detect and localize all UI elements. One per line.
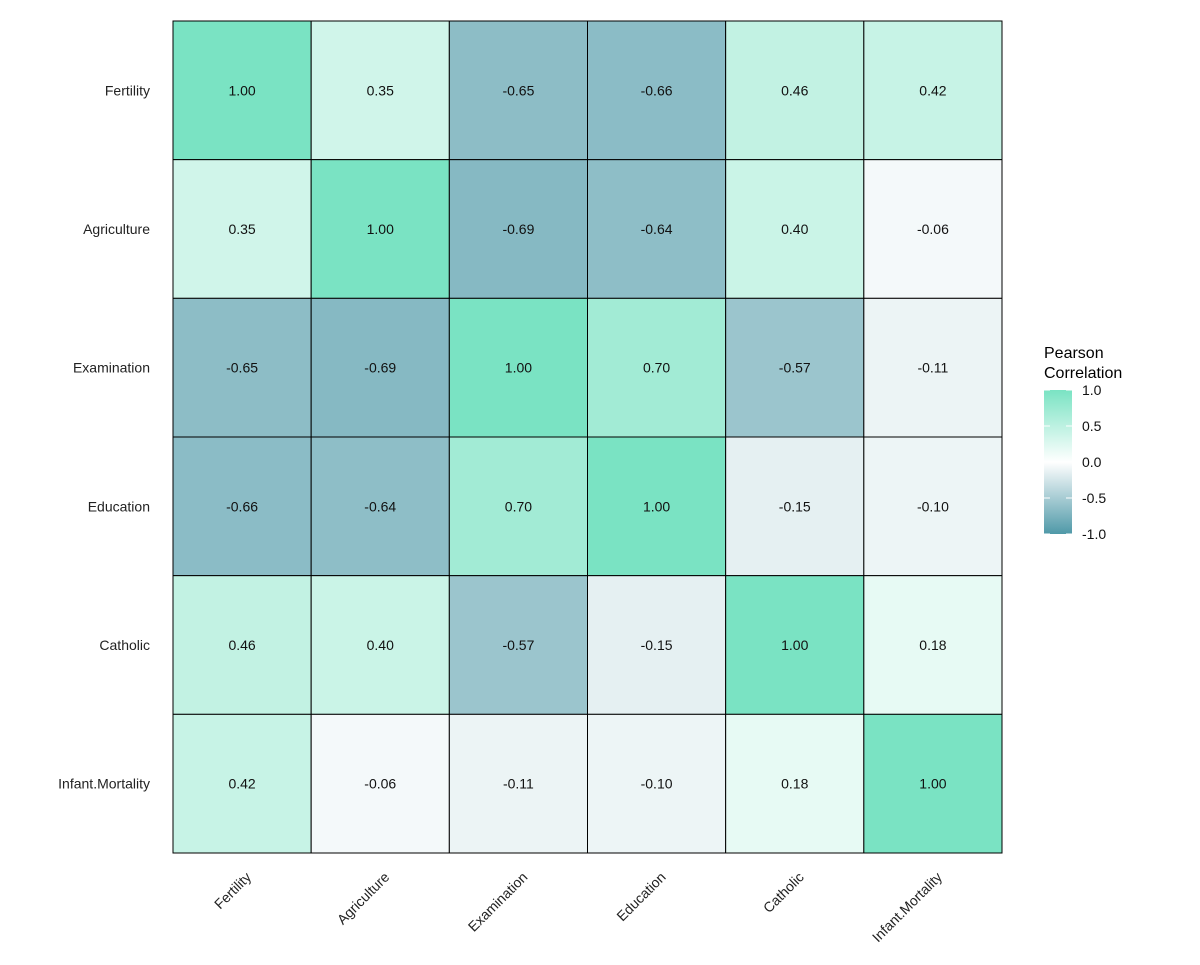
legend-tick-label: 0.0 <box>1082 454 1102 470</box>
x-tick-label: Catholic <box>760 869 807 916</box>
cell-value-label: -0.69 <box>364 360 396 376</box>
cell-value-label: 1.00 <box>643 498 670 514</box>
cell-value-label: 0.35 <box>367 82 394 98</box>
cell-value-label: -0.66 <box>641 82 673 98</box>
cell-value-label: 1.00 <box>781 637 808 653</box>
cell-value-label: 0.40 <box>367 637 394 653</box>
cell-value-label: 0.46 <box>781 82 808 98</box>
cell-value-label: -0.11 <box>917 360 948 376</box>
cell-value-label: -0.15 <box>779 498 811 514</box>
cell-value-label: 0.42 <box>228 776 255 792</box>
legend-tick-label: 0.5 <box>1082 418 1102 434</box>
heatmap-cell-Catholic-Examination <box>448 575 589 715</box>
cell-value-label: -0.64 <box>364 498 396 514</box>
heatmap-cell-Fertility-Examination <box>448 20 589 161</box>
y-tick-label: Education <box>88 498 150 514</box>
heatmap-cell-Infant.Mortality-Catholic <box>725 713 865 854</box>
cell-value-label: 0.18 <box>919 637 946 653</box>
x-tick-label: Infant.Mortality <box>869 869 945 945</box>
cell-value-label: -0.11 <box>503 776 534 792</box>
heatmap-cell-Agriculture-Infant.Mortality <box>863 159 1003 299</box>
cell-value-label: -0.64 <box>641 221 673 237</box>
cell-value-label: -0.15 <box>641 637 673 653</box>
legend-tick-label: -1.0 <box>1082 526 1106 542</box>
cell-value-label: 0.35 <box>228 221 255 237</box>
heatmap-cell-Agriculture-Education <box>587 159 727 299</box>
y-tick-label: Examination <box>73 360 150 376</box>
x-tick-label: Examination <box>465 869 531 935</box>
x-tick-label: Fertility <box>211 869 254 912</box>
heatmap-cell-Examination-Examination <box>448 297 589 438</box>
y-tick-label: Fertility <box>105 82 150 98</box>
heatmap-cell-Examination-Agriculture <box>310 297 450 438</box>
cell-value-label: 0.70 <box>505 498 532 514</box>
legend-tick-label: -0.5 <box>1082 490 1106 506</box>
heatmap-cell-Catholic-Catholic <box>725 575 865 715</box>
cell-value-label: -0.06 <box>364 776 396 792</box>
heatmap-cell-Fertility-Catholic <box>725 20 865 161</box>
cell-value-label: 0.40 <box>781 221 808 237</box>
heatmap-cell-Education-Catholic <box>725 436 865 577</box>
heatmap-cell-Infant.Mortality-Fertility <box>172 713 312 854</box>
heatmap-cell-Examination-Fertility <box>172 297 312 438</box>
cell-value-label: 0.46 <box>228 637 255 653</box>
heatmap-cell-Education-Examination <box>448 436 589 577</box>
legend: Pearson Correlation 1.0 0.5 0.0 -0.5 -1.0 <box>1044 345 1122 542</box>
heatmap-cell-Education-Infant.Mortality <box>863 436 1003 577</box>
heatmap-cell-Examination-Education <box>587 297 727 438</box>
cell-value-label: 1.00 <box>367 221 394 237</box>
heatmap-cell-Agriculture-Agriculture <box>310 159 450 299</box>
cell-value-label: -0.57 <box>779 360 811 376</box>
heatmap-cell-Education-Agriculture <box>310 436 450 577</box>
heatmap-cell-Catholic-Infant.Mortality <box>863 575 1003 715</box>
x-tick-label: Agriculture <box>334 869 393 928</box>
cell-value-label: -0.57 <box>502 637 534 653</box>
heatmap-cell-Examination-Catholic <box>725 297 865 438</box>
cell-value-label: 0.42 <box>919 82 946 98</box>
heatmap-cell-Fertility-Education <box>587 20 727 161</box>
cell-value-label: -0.10 <box>917 498 949 514</box>
cell-value-label: 1.00 <box>505 360 532 376</box>
cell-value-label: 1.00 <box>919 776 946 792</box>
legend-title-line-2: Correlation <box>1044 365 1122 382</box>
heatmap-cell-Infant.Mortality-Infant.Mortality <box>863 713 1003 854</box>
cell-value-label: 1.00 <box>228 82 255 98</box>
cell-value-label: -0.65 <box>226 360 258 376</box>
cell-value-label: -0.06 <box>917 221 949 237</box>
y-tick-label: Catholic <box>99 637 150 653</box>
cell-value-label: -0.69 <box>502 221 534 237</box>
legend-title-line-1: Pearson <box>1044 345 1104 362</box>
cell-value-label: 0.18 <box>781 776 808 792</box>
y-tick-label: Infant.Mortality <box>58 776 150 792</box>
cell-value-label: -0.65 <box>502 82 534 98</box>
y-tick-label: Agriculture <box>83 221 150 237</box>
heatmap-cell-Catholic-Education <box>587 575 727 715</box>
cell-value-label: -0.66 <box>226 498 258 514</box>
heatmap-cell-Fertility-Infant.Mortality <box>863 20 1003 161</box>
heatmap-cell-Catholic-Fertility <box>172 575 312 715</box>
legend-tick-label: 1.0 <box>1082 382 1102 398</box>
x-tick-label: Education <box>613 869 668 924</box>
heatmap-cell-Education-Fertility <box>172 436 312 577</box>
heatmap-cell-Education-Education <box>587 436 727 577</box>
heatmap-cell-Fertility-Fertility <box>172 20 312 161</box>
cell-value-label: -0.10 <box>641 776 673 792</box>
heatmap-cell-Infant.Mortality-Education <box>587 713 727 854</box>
cell-value-label: 0.70 <box>643 360 670 376</box>
heatmap-cell-Examination-Infant.Mortality <box>863 297 1003 438</box>
heatmap-cell-Fertility-Agriculture <box>310 20 450 161</box>
